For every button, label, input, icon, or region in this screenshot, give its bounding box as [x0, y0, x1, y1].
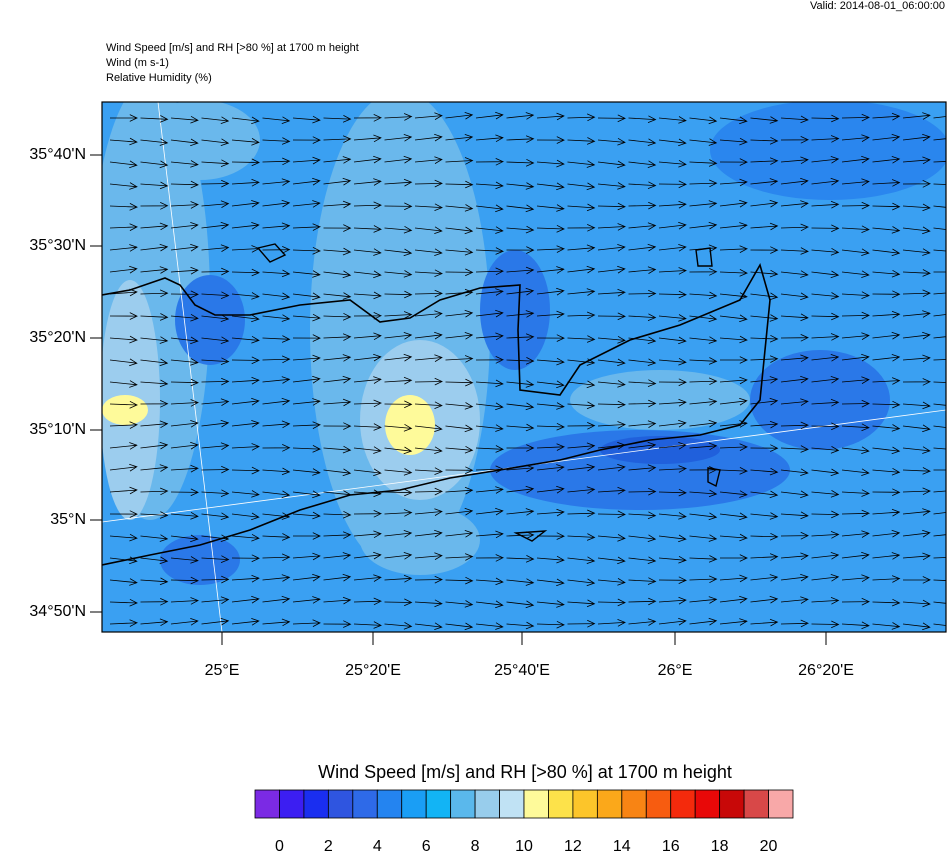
- lon-label: 26°20'E: [798, 662, 854, 679]
- colorbar-swatch: [743, 789, 769, 819]
- colorbar-label: 10: [515, 838, 533, 854]
- colorbar-label: 16: [662, 838, 680, 854]
- colorbar-swatch: [474, 789, 500, 819]
- map-field: [102, 102, 946, 632]
- colorbar-label: 8: [471, 838, 480, 854]
- colorbar-label: 6: [422, 838, 431, 854]
- colorbar-swatch: [352, 789, 378, 819]
- colorbar-swatch: [572, 789, 598, 819]
- lon-label: 25°40'E: [494, 662, 550, 679]
- colorbar-swatch: [548, 789, 574, 819]
- colorbar-label: 0: [275, 838, 284, 854]
- arrow-field: [109, 111, 946, 631]
- colorbar-label: 14: [613, 838, 631, 854]
- colorbar-swatch: [401, 789, 427, 819]
- colorbar-swatch: [670, 789, 696, 819]
- colorbar-swatch: [303, 789, 329, 819]
- colorbar-swatch: [327, 789, 354, 819]
- colorbar-swatch: [279, 789, 305, 819]
- title-line: Wind Speed [m/s] and RH [>80 %] at 1700 …: [106, 42, 359, 54]
- lat-label: 34°50'N: [29, 603, 86, 620]
- colorbar-swatch: [523, 789, 549, 819]
- title-line: Relative Humidity (%): [106, 72, 212, 84]
- title-line: Wind (m s-1): [106, 57, 169, 69]
- colorbar-swatch: [499, 789, 525, 819]
- colorbar-swatch: [376, 789, 403, 819]
- colorbar-swatch: [596, 789, 623, 819]
- lon-label: 25°20'E: [345, 662, 401, 679]
- lat-label: 35°20'N: [29, 329, 86, 346]
- map-frame: [101, 101, 947, 633]
- lat-axis: 35°40'N 35°30'N 35°20'N 35°10'N 35°N 34°50'N: [29, 146, 102, 620]
- colorbar-label: 20: [760, 838, 778, 854]
- colorbar-title: Wind Speed [m/s] and RH [>80 %] at 1700 …: [318, 762, 732, 782]
- colorbar-label: 2: [324, 838, 333, 854]
- lon-axis: 25°E 25°20'E 25°40'E 26°E 26°20'E: [205, 632, 854, 679]
- colorbar-label: 12: [564, 838, 582, 854]
- colorbar-label: 18: [711, 838, 729, 854]
- wind-vectors: [109, 111, 946, 631]
- colorbar-swatch: [768, 789, 794, 819]
- colorbar-swatch: [621, 789, 647, 819]
- colorbar-swatch: [694, 789, 721, 819]
- lat-label: 35°10'N: [29, 421, 86, 438]
- colorbar-swatch: [425, 789, 452, 819]
- colorbar-swatch: [254, 789, 280, 819]
- valid-time: Valid: 2014-08-01_06:00:00: [810, 0, 945, 12]
- colorbar: 0 2 4 6 8 10 12 14 16 18 20: [254, 789, 794, 855]
- lat-label: 35°40'N: [29, 146, 86, 163]
- lon-label: 26°E: [658, 662, 693, 679]
- colorbar-label: 4: [373, 838, 382, 854]
- lat-label: 35°N: [50, 511, 86, 528]
- colorbar-swatch: [645, 789, 672, 819]
- colorbar-swatch: [450, 789, 476, 819]
- lat-label: 35°30'N: [29, 237, 86, 254]
- lon-label: 25°E: [205, 662, 240, 679]
- colorbar-swatch: [719, 789, 745, 819]
